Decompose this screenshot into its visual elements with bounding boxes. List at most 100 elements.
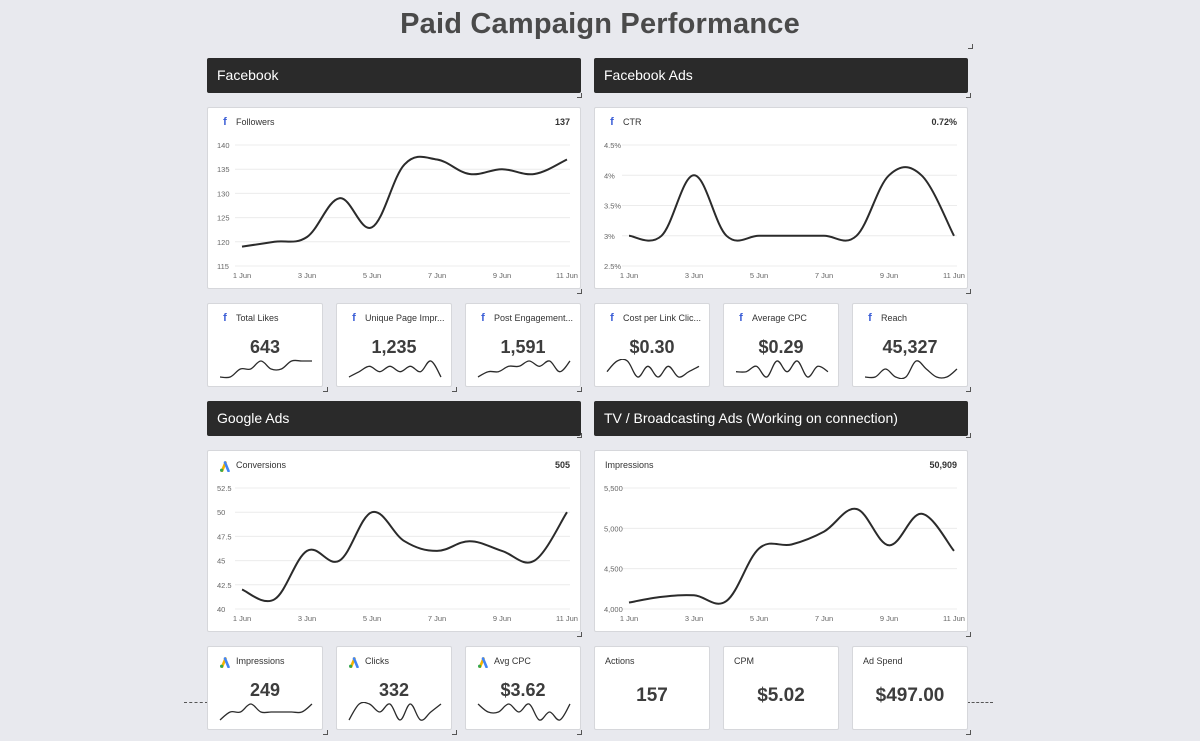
kpi-card-unique-page-impressions[interactable]: f Unique Page Impr... 1,235 [336, 303, 452, 387]
resize-handle[interactable] [577, 730, 582, 735]
y-tick-label: 4,500 [604, 565, 623, 574]
kpi-card-avg-cpc[interactable]: Avg CPC $3.62 [465, 646, 581, 730]
resize-handle[interactable] [577, 632, 582, 637]
resize-handle[interactable] [966, 433, 971, 438]
sparkline [606, 359, 700, 378]
x-tick-label: 5 Jun [363, 614, 381, 623]
sparkline-path [735, 360, 829, 378]
sparkline [477, 360, 571, 378]
x-tick-label: 11 Jun [943, 271, 965, 280]
sparkline-path [606, 359, 700, 378]
x-tick-label: 1 Jun [620, 614, 638, 623]
y-tick-label: 47.5 [217, 532, 232, 541]
resize-handle[interactable] [452, 730, 457, 735]
y-tick-label: 135 [217, 165, 230, 174]
y-tick-label: 125 [217, 214, 230, 223]
kpi-value: $5.02 [757, 685, 805, 706]
x-tick-label: 3 Jun [298, 614, 316, 623]
facebook-icon: f [481, 312, 485, 324]
resize-handle[interactable] [323, 730, 328, 735]
x-tick-label: 7 Jun [815, 614, 833, 623]
card-label: Clicks [365, 656, 389, 666]
facebook-icon: f [610, 312, 614, 324]
tv-impressions-chart-card[interactable]: Impressions 50,909 5,500 5,000 4,500 4,000 1… [594, 450, 968, 632]
facebook-icon: f [868, 312, 872, 324]
ctr-chart-card[interactable]: f CTR 0.72% 4.5% 4% 3.5% 3% 2.5% 1 Jun 3 Jun 5 … [594, 107, 968, 289]
kpi-card-cost-per-link-click[interactable]: f Cost per Link Clic... $0.30 [594, 303, 710, 387]
sparkline-path [219, 703, 313, 721]
resize-handle[interactable] [577, 289, 582, 294]
y-tick-label: 140 [217, 141, 230, 150]
y-tick-label: 5,500 [604, 484, 623, 493]
resize-handle[interactable] [577, 433, 582, 438]
resize-handle[interactable] [577, 387, 582, 392]
resize-handle[interactable] [966, 387, 971, 392]
kpi-value: 249 [249, 680, 281, 700]
card-label: Reach [881, 313, 908, 323]
card-value: 505 [554, 460, 570, 470]
card-value: 0.72% [931, 117, 957, 127]
google-ads-icon [219, 655, 231, 669]
y-tick-label: 45 [217, 557, 225, 566]
resize-handle[interactable] [577, 93, 582, 98]
kpi-value: $3.62 [500, 680, 546, 700]
kpi-card-total-likes[interactable]: f Total Likes 643 [207, 303, 323, 387]
resize-handle[interactable] [966, 289, 971, 294]
y-tick-label: 42.5 [217, 581, 232, 590]
kpi-card-ad-spend[interactable]: Ad Spend $497.00 [852, 646, 968, 730]
card-label: Impressions [236, 656, 285, 666]
facebook-icon: f [223, 312, 227, 324]
resize-handle[interactable] [966, 730, 971, 735]
kpi-card-average-cpc[interactable]: f Average CPC $0.29 [723, 303, 839, 387]
kpi-value: $497.00 [875, 685, 945, 706]
kpi-value: 157 [636, 685, 668, 706]
resize-handle[interactable] [323, 387, 328, 392]
sparkline-path [348, 702, 442, 721]
kpi-card-impressions[interactable]: Impressions 249 [207, 646, 323, 730]
section-header-facebook-ads: Facebook Ads [594, 58, 968, 93]
x-tick-label: 9 Jun [880, 614, 898, 623]
card-label: Unique Page Impr... [365, 313, 445, 323]
kpi-card-post-engagement[interactable]: f Post Engagement... 1,591 [465, 303, 581, 387]
google-ads-icon [348, 655, 360, 669]
card-value: 137 [554, 117, 570, 127]
resize-handle[interactable] [966, 632, 971, 637]
kpi-card-actions[interactable]: Actions 157 [594, 646, 710, 730]
followers-chart-card[interactable]: f Followers 137 140 135 130 125 120 115 1 Jun 3… [207, 107, 581, 289]
kpi-card-cpm[interactable]: CPM $5.02 [723, 646, 839, 730]
x-tick-label: 7 Jun [428, 271, 446, 280]
series-line [628, 166, 955, 242]
kpi-value: $0.29 [758, 337, 804, 357]
y-tick-label: 3.5% [604, 202, 621, 211]
x-tick-label: 7 Jun [428, 614, 446, 623]
kpi-card-clicks[interactable]: Clicks 332 [336, 646, 452, 730]
followers-line-chart: 140 135 130 125 120 115 1 Jun 3 Jun 5 Jun 7 Jun 9 … [217, 141, 578, 280]
y-tick-label: 40 [217, 605, 225, 614]
series-line [628, 507, 955, 605]
y-tick-label: 115 [217, 262, 229, 271]
sparkline-path [477, 360, 571, 378]
kpi-value: 1,235 [371, 337, 417, 357]
conversions-chart-card[interactable]: Conversions 505 52.5 50 47.5 45 42.5 40 1 Jun 3… [207, 450, 581, 632]
y-tick-label: 4,000 [604, 605, 623, 614]
conversions-line-chart: 52.5 50 47.5 45 42.5 40 1 Jun 3 Jun 5 Jun 7 Jun 9 … [217, 484, 578, 623]
card-label: Ad Spend [863, 656, 903, 666]
kpi-value: 1,591 [500, 337, 546, 357]
x-tick-label: 1 Jun [233, 271, 251, 280]
y-tick-label: 4% [604, 171, 615, 180]
x-tick-label: 7 Jun [815, 271, 833, 280]
x-tick-label: 11 Jun [556, 614, 578, 623]
y-tick-label: 120 [217, 238, 230, 247]
resize-handle[interactable] [452, 387, 457, 392]
resize-handle[interactable] [968, 44, 973, 49]
sparkline [864, 360, 958, 379]
y-tick-label: 130 [217, 189, 230, 198]
resize-handle[interactable] [966, 93, 971, 98]
kpi-card-reach[interactable]: f Reach 45,327 [852, 303, 968, 387]
card-label: Total Likes [236, 313, 279, 323]
series-line [241, 155, 568, 248]
sparkline [477, 703, 571, 721]
x-tick-label: 11 Jun [556, 271, 578, 280]
kpi-value: 332 [378, 680, 410, 700]
